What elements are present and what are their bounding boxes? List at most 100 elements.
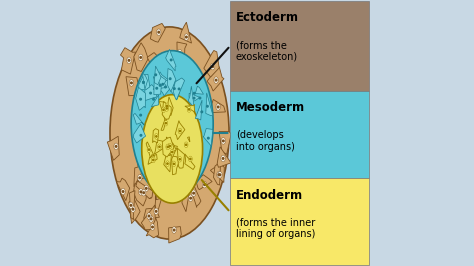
Circle shape [172,151,173,153]
Circle shape [130,205,132,206]
Text: Ectoderm: Ectoderm [236,11,299,24]
Text: Endoderm: Endoderm [236,189,303,202]
Ellipse shape [147,147,151,152]
Polygon shape [180,22,191,43]
Polygon shape [195,86,203,94]
Polygon shape [195,100,202,120]
Circle shape [115,146,117,147]
Circle shape [148,149,150,150]
Circle shape [158,31,160,33]
Polygon shape [146,218,159,238]
Circle shape [190,158,191,160]
Polygon shape [204,51,219,77]
Circle shape [143,81,144,83]
Polygon shape [166,97,173,115]
Text: Mesoderm: Mesoderm [236,101,305,114]
Ellipse shape [221,138,226,144]
Circle shape [222,140,224,142]
Ellipse shape [131,51,213,197]
Ellipse shape [221,155,225,162]
Polygon shape [196,175,212,190]
Ellipse shape [210,63,215,70]
Ellipse shape [178,156,182,162]
Polygon shape [169,227,181,243]
Circle shape [153,98,155,100]
Polygon shape [162,137,174,157]
Ellipse shape [155,134,158,139]
Circle shape [152,226,153,228]
Ellipse shape [127,57,131,64]
Ellipse shape [172,227,176,233]
Circle shape [165,123,166,124]
Polygon shape [177,42,187,65]
Polygon shape [161,112,168,130]
Ellipse shape [128,202,133,209]
Polygon shape [153,76,167,89]
Polygon shape [134,183,146,206]
Ellipse shape [187,107,191,112]
Polygon shape [189,180,201,207]
Polygon shape [133,113,144,125]
Ellipse shape [166,144,170,150]
Circle shape [179,159,181,160]
Ellipse shape [217,171,221,178]
Polygon shape [185,105,195,112]
Ellipse shape [158,144,161,149]
Ellipse shape [150,224,155,230]
Polygon shape [167,68,176,92]
Ellipse shape [152,157,155,163]
Polygon shape [153,77,161,95]
Polygon shape [136,181,153,199]
Circle shape [215,79,217,81]
Circle shape [146,188,147,189]
Polygon shape [126,77,139,96]
Circle shape [166,105,168,106]
Circle shape [222,158,224,159]
Circle shape [186,36,187,38]
Ellipse shape [110,27,229,239]
Circle shape [179,130,181,132]
Ellipse shape [184,142,188,148]
Ellipse shape [149,216,153,222]
Ellipse shape [164,120,168,126]
Polygon shape [159,80,171,96]
Polygon shape [147,53,160,74]
Circle shape [156,136,157,137]
Polygon shape [182,183,190,212]
Ellipse shape [154,208,158,215]
Ellipse shape [202,181,207,188]
Polygon shape [120,48,136,74]
Polygon shape [162,102,171,119]
Circle shape [150,92,151,94]
Bar [230,1,369,91]
Polygon shape [156,72,168,89]
Ellipse shape [138,54,143,61]
Circle shape [212,66,213,67]
Polygon shape [148,155,157,164]
Circle shape [143,82,144,83]
Circle shape [140,114,141,116]
Circle shape [193,97,195,99]
Circle shape [178,88,180,90]
Ellipse shape [188,195,193,202]
Ellipse shape [184,34,189,40]
Ellipse shape [141,189,146,196]
Circle shape [164,86,166,88]
Polygon shape [170,81,180,99]
Polygon shape [164,155,172,172]
Circle shape [218,106,219,108]
Circle shape [122,191,124,192]
Polygon shape [117,178,130,201]
Circle shape [219,174,221,176]
Polygon shape [107,136,119,160]
Polygon shape [207,67,224,91]
Ellipse shape [114,143,118,150]
Ellipse shape [137,174,142,181]
Circle shape [208,137,209,139]
Ellipse shape [172,161,176,167]
Circle shape [166,108,167,109]
Polygon shape [166,144,177,160]
Polygon shape [134,43,148,72]
Polygon shape [206,93,213,116]
Circle shape [167,163,168,164]
